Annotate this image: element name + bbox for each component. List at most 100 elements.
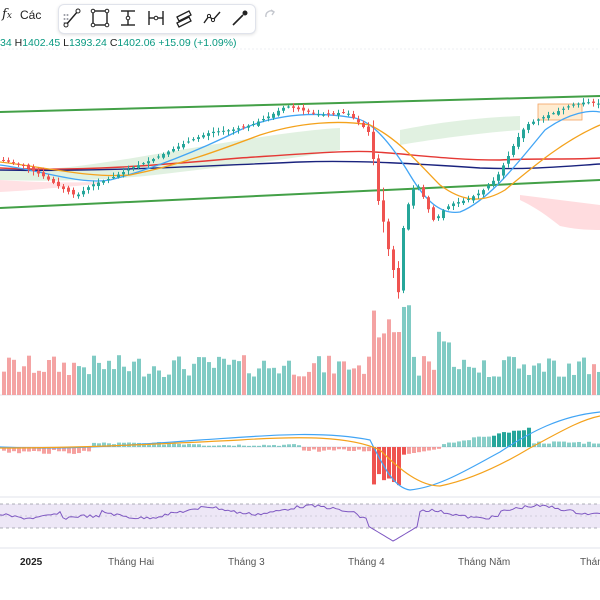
x-label-apr: Tháng 4	[348, 557, 385, 568]
volume-bar	[402, 306, 406, 395]
fib-retracement-icon[interactable]	[121, 10, 135, 26]
volume-bar	[182, 369, 186, 395]
volume-bar	[67, 375, 71, 395]
parallel-channel-icon[interactable]	[176, 10, 192, 28]
candle	[352, 110, 355, 120]
macd-bar	[27, 447, 31, 452]
candle	[42, 167, 45, 179]
open-value: 34	[0, 37, 12, 49]
macd-bar	[527, 427, 531, 447]
candle	[187, 137, 190, 144]
volume-bar	[377, 337, 381, 395]
macd-bar	[392, 447, 396, 483]
close-value: 1402.06	[117, 37, 156, 49]
volume-bar	[342, 361, 346, 395]
candle	[492, 177, 495, 188]
volume-bar	[222, 358, 226, 395]
candle	[562, 106, 565, 115]
volume-bar	[122, 366, 126, 395]
candle	[192, 137, 195, 142]
long-position-icon[interactable]	[148, 11, 164, 25]
brush-icon[interactable]	[232, 10, 248, 26]
volume-bar	[7, 357, 11, 395]
volume-bar	[487, 376, 491, 395]
candle	[367, 122, 370, 136]
volume-bar	[577, 361, 581, 395]
macd-bar	[372, 447, 376, 485]
macd-bar	[292, 444, 296, 447]
indicators-label[interactable]: Các	[20, 8, 42, 22]
macd-bar	[537, 441, 541, 447]
macd-bar	[382, 447, 386, 481]
candle	[227, 129, 230, 136]
trend-line-icon[interactable]	[63, 8, 81, 28]
path-icon[interactable]	[203, 11, 221, 24]
candle	[182, 140, 185, 150]
macd-bar	[257, 445, 261, 447]
macd-bar	[37, 447, 41, 452]
candle	[197, 134, 200, 142]
candle	[7, 157, 10, 164]
macd-bar	[347, 447, 351, 451]
volume-bar	[457, 369, 461, 395]
macd-bar	[172, 443, 176, 447]
candle	[447, 204, 450, 211]
volume-bar	[307, 371, 311, 395]
candle	[277, 107, 280, 117]
macd-bar	[147, 444, 151, 447]
rsi-pane	[0, 503, 600, 542]
macd-bar	[212, 445, 216, 447]
fx-icon[interactable]: fx	[2, 7, 12, 22]
candle	[162, 152, 165, 160]
rectangle-icon[interactable]	[90, 8, 110, 28]
candle	[292, 103, 295, 113]
macd-bar	[177, 443, 181, 447]
candle	[342, 108, 345, 114]
volume-bar	[212, 367, 216, 395]
macd-bar	[517, 430, 521, 447]
candle	[172, 146, 175, 153]
volume-bar	[417, 375, 421, 395]
candle	[27, 163, 30, 173]
volume-bar	[412, 356, 416, 395]
candle	[557, 107, 560, 116]
candle	[132, 165, 135, 172]
macd-bar	[92, 442, 96, 447]
macd-bar	[482, 436, 486, 447]
volume-bar	[327, 355, 331, 395]
volume-bar	[427, 361, 431, 395]
volume-bar	[437, 331, 441, 395]
candle	[297, 105, 300, 112]
drawing-tools	[63, 8, 248, 28]
volume-bar	[2, 371, 6, 395]
volume-bar	[87, 374, 91, 395]
macd-bar	[512, 430, 516, 447]
macd-bar	[207, 445, 211, 447]
macd-bar	[237, 444, 241, 447]
macd-bar	[397, 447, 401, 486]
volume-bar	[292, 374, 296, 395]
macd-bar	[367, 447, 371, 452]
x-label-may: Tháng Năm	[458, 557, 511, 568]
candle	[532, 119, 535, 126]
candle	[252, 121, 255, 127]
volume-bar	[12, 359, 16, 395]
macd-bar	[587, 441, 591, 447]
volume-bar	[202, 357, 206, 395]
macd-bar	[297, 445, 301, 447]
volume-bar	[287, 360, 291, 395]
macd-bar	[322, 447, 326, 451]
macd-bar	[352, 447, 356, 451]
candle	[137, 161, 140, 170]
candle	[217, 127, 220, 136]
volume-bar	[167, 374, 171, 395]
candle	[112, 172, 115, 180]
volume-bar	[192, 363, 196, 395]
macd-bar	[442, 444, 446, 447]
macd-bar	[12, 447, 16, 452]
volume-bar	[442, 341, 446, 395]
candle	[307, 108, 310, 114]
macd-bar	[202, 445, 206, 447]
redo-icon[interactable]	[262, 6, 278, 22]
